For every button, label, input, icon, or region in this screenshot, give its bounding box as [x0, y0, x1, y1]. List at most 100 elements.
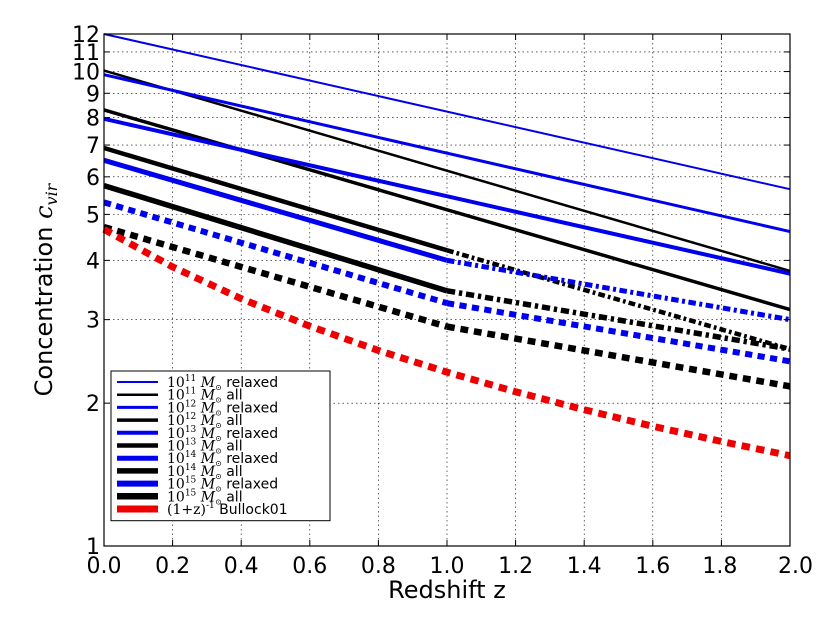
- series-line-0: [103, 33, 791, 191]
- legend-mass: 10: [167, 413, 185, 429]
- series-segment: [102, 226, 791, 460]
- series-segment: [103, 199, 448, 307]
- y-axis-label-symbol: c: [30, 205, 58, 218]
- legend-mass: 10: [167, 375, 185, 391]
- legend-mass: 10: [167, 388, 185, 404]
- legend-sun-symbol: ⊙: [215, 447, 222, 456]
- legend-tag: relaxed: [222, 477, 278, 493]
- series-line-7: [103, 182, 791, 352]
- legend-tag: relaxed: [222, 451, 278, 467]
- legend-msun: M: [196, 464, 215, 480]
- series-segment: [103, 145, 448, 253]
- y-tick-label: 2: [86, 392, 100, 417]
- legend-tag: all: [222, 439, 243, 455]
- x-tick-label: 0.0: [87, 554, 122, 579]
- legend-msun: M: [196, 400, 215, 416]
- legend-msun: M: [196, 375, 215, 391]
- x-tick-label: 1.2: [498, 554, 533, 579]
- series-segment: [446, 323, 791, 390]
- series-line-8: [103, 199, 791, 365]
- legend-tag: all: [222, 388, 243, 404]
- series-line-5: [103, 145, 791, 352]
- x-tick-label: 0.6: [292, 554, 327, 579]
- legend-entry-label: 1012 M⊙ relaxed: [167, 399, 278, 417]
- legend-exponent: 13: [185, 438, 197, 448]
- x-tick-label: 1.4: [567, 554, 602, 579]
- legend-mass: 10: [167, 464, 185, 480]
- grid: [104, 34, 790, 546]
- series-segment: [103, 69, 791, 273]
- legend-exponent: 14: [185, 450, 197, 460]
- legend-mass: 10: [167, 400, 185, 416]
- series-segment: [446, 288, 791, 352]
- series-segment: [446, 248, 791, 352]
- series-line-10: [102, 226, 791, 460]
- legend-entry-label: 1011 M⊙ relaxed: [167, 374, 278, 392]
- legend-tag: relaxed: [222, 400, 278, 416]
- x-axis-label: Redshift z: [388, 576, 506, 604]
- legend-sun-symbol: ⊙: [215, 497, 222, 506]
- legend-msun: M: [196, 413, 215, 429]
- series-lines: [102, 33, 791, 460]
- legend-tag: all: [222, 464, 243, 480]
- legend-entry-label: 1013 M⊙ all: [167, 438, 243, 456]
- legend-msun: M: [196, 439, 215, 455]
- legend-exponent: 13: [185, 425, 197, 435]
- legend-sun-symbol: ⊙: [215, 485, 222, 494]
- y-tick-label: 3: [86, 309, 100, 334]
- legend-sun-symbol: ⊙: [215, 408, 222, 417]
- series-segment: [446, 257, 791, 323]
- legend-exponent: 12: [185, 412, 196, 422]
- legend-tag: Bullock01: [215, 502, 288, 518]
- legend-tag: relaxed: [222, 426, 278, 442]
- series-line-1: [103, 69, 791, 273]
- y-tick-label: 9: [86, 82, 100, 107]
- legend-entry-label: 1013 M⊙ relaxed: [167, 425, 278, 443]
- x-tick-label: 0.8: [361, 554, 396, 579]
- legend-mass: 10: [167, 439, 185, 455]
- y-tick-label: 6: [86, 166, 100, 191]
- legend-tag: all: [222, 489, 243, 505]
- series-segment: [103, 157, 448, 263]
- legend-mass: 10: [167, 451, 185, 467]
- legend-mass: 10: [167, 426, 185, 442]
- series-segment: [103, 116, 791, 276]
- legend-exponent: 12: [185, 399, 196, 409]
- series-segment: [103, 224, 448, 330]
- series-line-9: [103, 224, 791, 390]
- legend-entry-label: (1+z)-1 Bullock01: [167, 501, 288, 518]
- series-segment: [103, 182, 448, 294]
- y-tick-label: 12: [72, 23, 100, 48]
- legend-msun: M: [196, 426, 215, 442]
- legend-entry-label: 1015 M⊙ all: [167, 488, 243, 506]
- legend-tag: all: [222, 413, 243, 429]
- legend-msun: M: [196, 451, 215, 467]
- series-segment: [103, 108, 791, 312]
- legend-exponent: 15: [185, 488, 197, 498]
- y-tick-label: 11: [72, 41, 100, 66]
- x-tick-label: 1.0: [430, 554, 465, 579]
- series-line-4: [103, 116, 791, 276]
- legend-msun: M: [196, 477, 215, 493]
- legend-entry-label: 1011 M⊙ all: [167, 387, 243, 405]
- x-tick-label: 0.2: [155, 554, 190, 579]
- y-tick-label: 5: [86, 203, 100, 228]
- axis-ticks: 0.0 0.2 0.4 0.6 0.8 1.0 1.2 1.4 1.6 1.8 2.01234567…: [72, 23, 813, 579]
- y-axis-label: Concentration cvir: [30, 182, 61, 396]
- legend-entry-label: 1014 M⊙ relaxed: [167, 450, 278, 468]
- legend-exponent: 11: [185, 374, 196, 384]
- legend-entry-label: 1015 M⊙ relaxed: [167, 476, 278, 494]
- legend-sun-symbol: ⊙: [215, 434, 222, 443]
- y-axis-label-text: Concentration: [30, 219, 58, 396]
- legend-mass: (1+z): [167, 502, 206, 518]
- legend-sun-symbol: ⊙: [215, 421, 222, 430]
- legend-sun-symbol: ⊙: [215, 383, 222, 392]
- y-tick-label: 10: [72, 61, 100, 86]
- series-line-3: [103, 108, 791, 312]
- legend-exponent: 11: [185, 387, 196, 397]
- legend-exponent: 15: [185, 476, 197, 486]
- series-segment: [103, 73, 791, 234]
- legend-tag: relaxed: [222, 375, 278, 391]
